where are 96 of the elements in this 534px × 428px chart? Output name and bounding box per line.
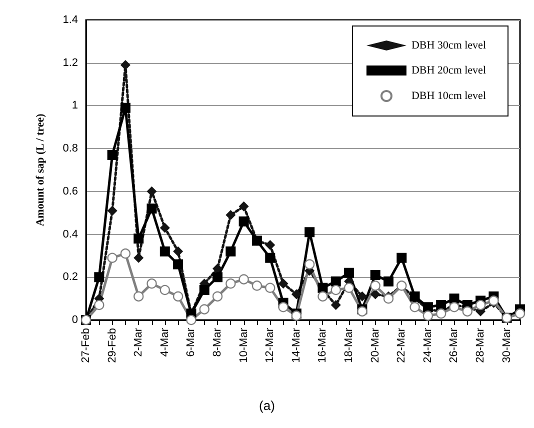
point (173, 246, 184, 256)
point (238, 274, 249, 284)
point (357, 306, 368, 317)
point (449, 302, 460, 312)
point (94, 300, 104, 310)
point (120, 248, 131, 259)
point (383, 293, 394, 304)
point (265, 240, 276, 250)
point (134, 234, 144, 244)
legend-label: DBH 30cm level (411, 40, 486, 52)
point (212, 264, 223, 274)
x-tick-label: 28-Mar (474, 328, 487, 363)
x-tick-label: 18-Mar (343, 328, 356, 363)
point (212, 291, 223, 302)
point (238, 216, 249, 226)
point (330, 284, 341, 296)
x-tick-label: 22-Mar (396, 328, 408, 363)
point (422, 310, 434, 321)
x-tick-label: 2-Mar (132, 328, 145, 357)
point (291, 289, 302, 300)
point (278, 302, 288, 312)
point (370, 289, 380, 300)
text: (a) (259, 398, 275, 413)
point (146, 278, 157, 289)
point (410, 302, 420, 312)
point (396, 252, 407, 263)
point (160, 284, 170, 296)
point (462, 306, 472, 317)
point (330, 300, 341, 310)
x-tick-label: 26-Mar (448, 328, 460, 363)
point (107, 150, 118, 160)
point (436, 308, 446, 319)
point (94, 272, 104, 282)
y-tick-label: 0.8 (62, 142, 78, 155)
point (265, 252, 276, 263)
point (344, 282, 354, 293)
x-tick-label: 10-Mar (238, 328, 250, 363)
point (120, 102, 130, 113)
point (330, 276, 341, 286)
point (265, 282, 276, 293)
point (226, 246, 236, 256)
y-tick-label: 0.2 (62, 271, 78, 284)
point (107, 252, 118, 263)
y-tick-label: 1.4 (62, 14, 78, 26)
point (304, 227, 315, 238)
x-tick-label: 6-Mar (185, 328, 198, 357)
x-tick-label: 14-Mar (290, 328, 302, 363)
point (357, 291, 368, 302)
point (120, 60, 130, 70)
point (134, 291, 144, 302)
x-tick-label: 30-Mar (500, 328, 513, 363)
x-tick-label: 8-Mar (212, 328, 224, 357)
x-tick-label: 24-Mar (422, 328, 434, 363)
x-tick-label: 16-Mar (316, 328, 329, 363)
point (146, 204, 157, 214)
point (173, 259, 184, 270)
point (475, 300, 486, 310)
y-tick-label: 1.2 (62, 56, 78, 69)
legend-label: DBH 10cm level (411, 90, 486, 102)
x-tick-label: 27-Feb (80, 328, 92, 363)
point (199, 304, 210, 314)
point (436, 300, 446, 310)
y-tick-label: 0.4 (62, 228, 78, 240)
x-tick-label: 4-Mar (158, 328, 171, 357)
point (107, 206, 118, 216)
point (514, 308, 526, 319)
y-tick-label: 0 (72, 314, 78, 326)
point (226, 210, 236, 220)
point (160, 222, 170, 233)
point (199, 285, 210, 295)
point (344, 268, 354, 278)
y-axis-title: Amount of sap (L / tree) (34, 113, 46, 226)
point (212, 272, 223, 282)
point (449, 294, 460, 304)
point (238, 201, 249, 212)
point (318, 291, 328, 302)
point (146, 186, 157, 196)
point (252, 280, 262, 291)
point (226, 278, 236, 289)
point (278, 278, 288, 289)
x-tick-label: 29-Feb (106, 328, 118, 363)
legend-label: DBH 20cm level (411, 64, 486, 76)
point (160, 246, 170, 256)
point (172, 291, 184, 302)
x-tick-label: 20-Mar (369, 328, 382, 363)
point (370, 280, 380, 291)
y-tick-label: 0.6 (62, 185, 78, 198)
x-tick-label: 12-Mar (264, 328, 276, 363)
point (370, 270, 380, 280)
point (318, 282, 328, 293)
point (186, 314, 196, 326)
y-tick-label: 1 (72, 100, 78, 112)
point (134, 252, 144, 263)
point (304, 259, 315, 270)
point (383, 276, 394, 286)
point (410, 291, 420, 302)
